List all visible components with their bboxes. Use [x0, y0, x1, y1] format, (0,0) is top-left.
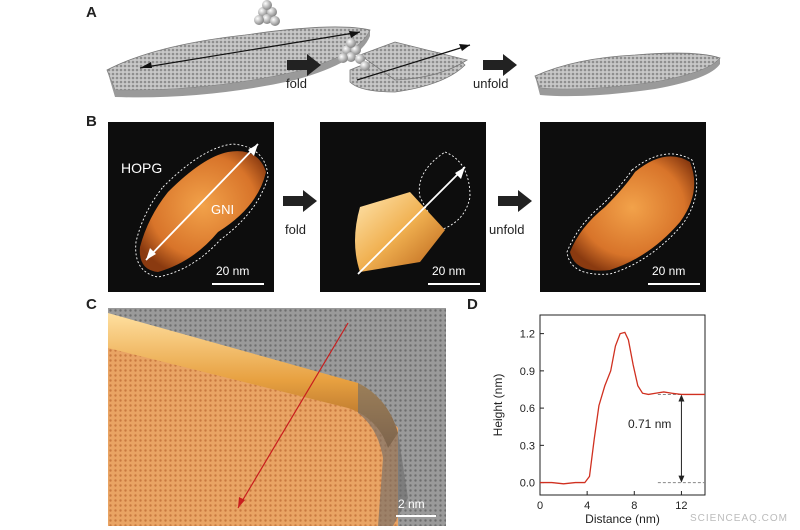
height-arrow-head-bottom	[678, 475, 685, 483]
x-tick-label: 8	[631, 500, 637, 512]
stm-image-folded	[320, 122, 486, 292]
gni-label: GNI	[211, 202, 235, 217]
fold-label-a: fold	[286, 76, 307, 91]
fold-label-b: fold	[285, 222, 306, 237]
fold-arrow-b-icon	[283, 190, 317, 215]
unfold-arrow-icon	[483, 54, 517, 76]
stm-tip-icon	[254, 0, 280, 26]
x-tick-label: 0	[537, 500, 543, 512]
x-axis-label: Distance (nm)	[585, 512, 660, 526]
y-axis-label: Height (nm)	[491, 374, 505, 437]
graphene-flake-flat	[106, 0, 371, 98]
panel-a-illustration	[106, 0, 721, 98]
series-line	[540, 331, 705, 485]
chart-annotation: 0.71 nm	[628, 417, 672, 431]
scale-bar-b3	[648, 283, 700, 285]
graphene-flake-folding	[338, 38, 471, 93]
y-tick-label: 0.6	[520, 403, 535, 415]
unfold-label-b: unfold	[489, 222, 525, 237]
scale-label-b3: 20 nm	[652, 264, 686, 278]
y-tick-label: 0.3	[520, 440, 535, 452]
fold-arrow-icon	[287, 54, 321, 76]
graphene-flake-unfolded	[534, 52, 721, 97]
stm-image-unfolded	[540, 122, 706, 292]
x-tick-label: 4	[584, 500, 590, 512]
unfold-label-a: unfold	[473, 76, 509, 91]
scale-label-b1: 20 nm	[216, 264, 250, 278]
stm-image-atomic	[108, 308, 446, 526]
y-tick-label: 1.2	[520, 329, 535, 341]
panel-a-letter: A	[86, 4, 97, 21]
height-arrow-head-top	[678, 394, 685, 402]
stm-tip-icon	[338, 38, 370, 71]
unfold-arrow-b-icon	[498, 190, 532, 215]
stm-image-initial	[108, 122, 274, 292]
panel-d-letter: D	[467, 296, 478, 313]
y-tick-label: 0.0	[520, 478, 535, 490]
scale-bar-b1	[212, 283, 264, 285]
panel-b-letter: B	[86, 113, 97, 130]
watermark: SCIENCEAQ.COM	[689, 513, 788, 524]
y-tick-label: 0.9	[520, 366, 535, 378]
scale-label-c: 2 nm	[398, 497, 425, 511]
plot-frame	[539, 314, 706, 496]
x-tick-label: 12	[675, 500, 687, 512]
scale-bar-c	[396, 515, 436, 517]
scale-label-b2: 20 nm	[432, 264, 466, 278]
height-profile-chart: 0 4 8 12 0.0 0.3 0.6 0.9 1.2 Distance (nm) Height …	[491, 314, 706, 526]
hopg-label: HOPG	[121, 160, 163, 176]
panel-c-letter: C	[86, 296, 97, 313]
scale-bar-b2	[428, 283, 480, 285]
